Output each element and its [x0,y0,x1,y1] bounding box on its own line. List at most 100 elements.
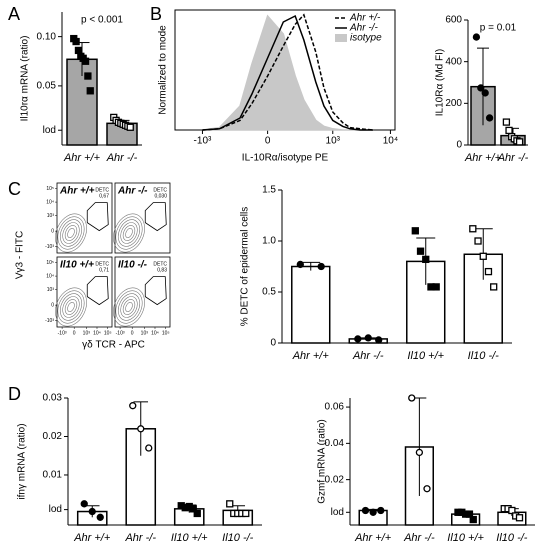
data-point [242,509,250,518]
x-tick-label: Il10 -/- [468,350,500,362]
x-tick-label: Ahr -/- [403,532,435,544]
contour [62,222,80,244]
x-tick-label: Il10 +/+ [407,350,444,362]
x-tick-label: -10³ [194,136,212,147]
y-tick-label: 10⁵ [46,260,54,266]
gate [144,276,167,306]
contour [67,227,75,239]
contour [115,216,143,250]
data-point [479,252,487,260]
data-point [508,506,516,515]
y-axis-label: Normalized to mode [158,25,169,115]
data-point [415,448,424,457]
contour [125,301,133,313]
data-point [72,37,80,46]
x-tick-label: 10³ [326,136,341,147]
y-tick-label: 10³ [47,213,55,219]
x-tick-label: 0 [131,330,134,336]
y-tick-label: 10⁵ [46,186,54,192]
x-tick-label: 10⁵ [104,330,112,336]
data-point [86,87,94,95]
y-tick-label: 1.5 [262,185,276,196]
gate-value: 0,83 [157,267,167,273]
y-tick-label: -10³ [45,318,54,324]
data-point [296,260,304,269]
y-axis-label: % DETC of epidermal cells [240,207,251,326]
gate-label: DETC [95,187,109,193]
x-tick-label: 10⁵ [162,330,170,336]
y-tick-label: 10⁴ [46,273,54,279]
data-point [422,255,430,264]
plot-label: Ahr -/- [117,186,148,197]
y-tick-label: 0.02 [43,431,63,442]
data-point [416,247,425,255]
contour [120,296,138,318]
data-point [84,72,92,80]
data-point [137,425,145,433]
data-point [369,508,377,516]
data-point [96,513,104,521]
contour [115,290,143,324]
x-tick-label: Il10 +/+ [171,532,208,544]
y-tick-label: 200 [445,98,462,109]
data-point [465,510,474,518]
bar [291,265,331,344]
x-tick-label: 10³ [141,330,149,336]
data-point [80,500,88,508]
annotation: p = 0.01 [480,23,517,34]
y-tick-label: 0.03 [43,393,63,404]
contour [59,219,83,247]
data-point [364,334,372,342]
contour [122,299,136,315]
x-tick-label: Ahr +/+ [292,350,330,362]
data-point [145,444,153,452]
y-tick-label: 0.10 [37,31,57,42]
y-axis-label: Gzmf mRNA (ratio) [317,419,328,503]
data-point [361,506,370,515]
x-tick-label: 10⁴ [383,136,398,147]
data-point [474,237,482,245]
x-tick-label: Ahr -/- [352,350,384,362]
x-tick-label: 10³ [83,330,91,336]
data-point [485,114,494,122]
x-tick-label: Ahr -/- [497,152,529,164]
series-line [202,13,374,131]
data-point [423,485,431,493]
x-tick-label: Ahr +/+ [354,532,392,544]
contour [120,222,138,244]
legend-label: Ahr +/- [349,13,381,24]
data-point [484,267,493,276]
y-tick-label: 10³ [47,287,55,293]
contour [64,299,78,315]
y-tick-label: 0.04 [325,438,345,449]
y-tick-label: lod [331,507,344,518]
data-point [88,507,96,516]
data-point [354,335,362,343]
data-point [408,394,416,402]
contour [117,219,141,247]
y-axis-label: IL10Rα (Md FI) [435,49,446,116]
y-tick-label: lod [43,125,56,136]
y-tick-label: 0.01 [43,470,63,481]
data-point [226,500,234,508]
gate [86,202,109,232]
x-axis-label: γδ TCR - APC [82,340,145,351]
gate-label: DETC [153,187,167,193]
y-axis-label: Il10rα mRNA (ratio) [20,36,31,122]
gate-label: DETC [153,261,167,267]
contour [55,287,87,327]
panel-label: C [8,179,21,199]
data-point [81,57,90,65]
x-tick-label: Il10 +/+ [447,532,484,544]
data-point [193,509,201,518]
data-point [472,33,481,41]
y-tick-label: 400 [445,56,462,67]
gate-label: DETC [95,261,109,267]
legend-label: isotype [350,33,382,44]
gate-value: 0,030 [154,193,167,199]
contour [117,293,141,321]
data-point [505,126,513,135]
data-point [502,118,511,126]
y-tick-label: 0 [456,140,462,151]
